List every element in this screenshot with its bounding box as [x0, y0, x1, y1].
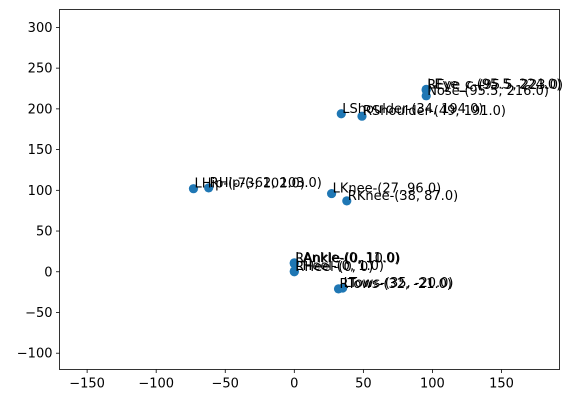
data-point-label: LEye_c-(95.5, 224.0)	[427, 77, 561, 92]
x-tick-label: −150	[69, 377, 105, 392]
x-tick-label: 0	[290, 377, 298, 392]
data-point-label: LKnee-(27, 96.0)	[333, 182, 442, 197]
plot-frame	[59, 9, 560, 370]
data-point	[289, 267, 299, 277]
data-point-label: LHeel-(0, 1.0)	[295, 259, 384, 274]
data-point	[421, 91, 431, 101]
data-point-label: RHeel-(0, 0)	[295, 260, 373, 275]
y-tick-label: 200	[28, 102, 53, 117]
y-tick-label: 100	[28, 184, 53, 199]
data-point-label: LAnkle-(0, 11.0)	[295, 251, 399, 266]
x-axis-ticks: −150 −100 −50 0 50 100 150	[69, 369, 514, 392]
data-point-label: Nose-(95.5, 216.0)	[427, 84, 549, 99]
data-point	[188, 184, 199, 194]
data-point	[342, 196, 352, 206]
data-point	[336, 109, 346, 119]
data-point-label: RTows-(32, -21.0)	[340, 277, 452, 292]
y-tick-label: 0	[44, 265, 52, 280]
data-points	[188, 84, 431, 294]
data-point-label: RHip-(-62, 103.0)	[210, 176, 322, 191]
x-tick-label: −100	[138, 377, 174, 392]
y-tick-label: −100	[17, 347, 53, 362]
y-tick-label: 300	[28, 21, 53, 36]
data-point-label: REye_c-(95.5, 223.0)	[427, 78, 563, 93]
data-point-labels: LEye_c-(95.5, 224.0)REye_c-(95.5, 223.0)…	[194, 77, 563, 292]
y-tick-label: 150	[28, 143, 53, 158]
data-point	[326, 188, 337, 199]
data-point	[289, 259, 299, 269]
y-tick-label: 50	[36, 225, 53, 240]
data-point-label: LHip-(-73, 102.0)	[194, 177, 304, 192]
x-tick-label: −50	[212, 377, 239, 392]
data-point-label: LShoulder-(34, 194.0)	[342, 102, 483, 117]
y-axis-ticks: −100 −50 0 50 100 150 200 250 300	[17, 21, 60, 362]
data-point-label: RShoulder-(49, 191.0)	[363, 104, 506, 119]
data-point	[204, 183, 214, 193]
data-point	[333, 284, 344, 294]
data-point-label: RKnee-(38, 87.0)	[348, 189, 458, 204]
y-tick-label: 250	[28, 62, 53, 77]
x-tick-label: 150	[489, 377, 514, 392]
data-point	[357, 111, 367, 121]
x-tick-label: 100	[420, 377, 445, 392]
x-tick-label: 50	[355, 377, 372, 392]
data-point-label: LTows-(35, -20.0)	[344, 276, 454, 291]
data-point-label: RAnkle-(0, 10.0)	[295, 252, 400, 267]
y-tick-label: −50	[25, 306, 52, 321]
